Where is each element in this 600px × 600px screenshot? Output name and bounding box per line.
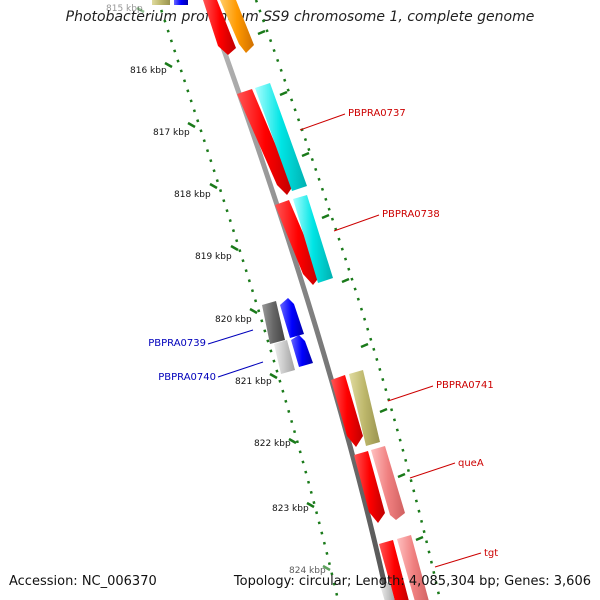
gene-callout-line xyxy=(217,361,264,378)
ruler-outer-tick xyxy=(257,29,266,36)
ruler-tick-label: 821 kbp xyxy=(235,377,272,387)
ruler-tick-mark xyxy=(288,437,297,445)
gene-pbpra0739-gray[interactable] xyxy=(262,301,285,344)
gene-callout-line xyxy=(387,385,434,402)
feature-top-blue[interactable] xyxy=(174,0,188,5)
gene-pbpra0740-blue[interactable] xyxy=(291,335,313,367)
gene-callout-line xyxy=(409,462,456,479)
gene-label[interactable]: PBPRA0741 xyxy=(436,380,494,391)
gene-callouts: PBPRA0737 PBPRA0738 PBPRA0739 PBPRA0740 PBPR… xyxy=(148,108,498,568)
ruler-ticks: 815 kbp 816 kbp 817 kbp 818 kbp 819 kbp 820 k… xyxy=(106,4,424,576)
gene-tgt-red[interactable] xyxy=(379,540,410,600)
gene-pbpra0741-olive[interactable] xyxy=(349,370,380,446)
feature-top-olive[interactable] xyxy=(152,0,170,5)
ruler-inner xyxy=(156,0,340,600)
ruler-tick-mark xyxy=(164,61,173,69)
ruler-tick-label: 815 kbp xyxy=(106,4,143,14)
gene-label[interactable]: PBPRA0739 xyxy=(148,338,206,349)
gene-pbpra0739-blue[interactable] xyxy=(280,298,304,338)
gene-callout-line xyxy=(434,552,482,568)
ruler-tick-mark xyxy=(187,121,196,129)
genome-summary-text: Topology: circular; Length: 4,085,304 bp… xyxy=(233,574,591,589)
ruler-outer-tick xyxy=(360,342,369,349)
ruler-tick-label: 820 kbp xyxy=(215,315,252,325)
gene-pbpra0741-red[interactable] xyxy=(331,375,363,447)
gene-callout-line xyxy=(299,113,346,131)
accession-text: Accession: NC_006370 xyxy=(9,574,157,589)
ruler-tick-mark xyxy=(136,6,145,14)
gene-label[interactable]: tgt xyxy=(484,548,498,559)
ruler-tick-mark xyxy=(230,244,239,252)
ruler-tick-label: 823 kbp xyxy=(272,504,309,514)
gene-quea-pink[interactable] xyxy=(371,446,405,520)
ruler-tick-mark xyxy=(249,307,258,315)
gene-pbpra0738-cyan[interactable] xyxy=(293,195,333,283)
ruler-tick-mark xyxy=(306,501,315,509)
ruler-outer-tick xyxy=(397,472,406,479)
ruler-tick-mark xyxy=(269,372,278,380)
gene-tgt-pink[interactable] xyxy=(397,535,430,600)
gene-pbpra0740-gray[interactable] xyxy=(274,340,295,374)
ruler-tick-label: 816 kbp xyxy=(130,66,167,76)
feature-bottom-gray[interactable] xyxy=(380,582,396,600)
gene-pbpra0737-cyan[interactable] xyxy=(255,83,307,191)
ruler-tick-label: 824 kbp xyxy=(289,566,326,576)
feature-top-red[interactable] xyxy=(203,0,236,55)
ruler-tick-label: 817 kbp xyxy=(153,128,190,138)
gene-pbpra0738-red[interactable] xyxy=(275,200,321,285)
ruler-outer-tick xyxy=(279,90,288,97)
ruler-outer-tick xyxy=(301,151,310,158)
ruler-tick-label: 819 kbp xyxy=(195,252,232,262)
gene-label[interactable]: PBPRA0738 xyxy=(382,209,440,220)
gene-pbpra0737-red[interactable] xyxy=(237,89,293,195)
ruler-outer-tick xyxy=(379,407,388,414)
ruler-tick-label: 818 kbp xyxy=(174,190,211,200)
ruler-outer-tick xyxy=(415,535,424,542)
gene-label[interactable]: PBPRA0740 xyxy=(158,372,216,383)
ruler-outer-tick xyxy=(341,277,350,284)
ruler-tick-label: 822 kbp xyxy=(254,439,291,449)
gene-label[interactable]: PBPRA0737 xyxy=(348,108,406,119)
gene-callout-line xyxy=(333,214,380,232)
gene-quea-red[interactable] xyxy=(354,451,385,523)
gene-label[interactable]: queA xyxy=(458,458,484,469)
feature-top-orange[interactable] xyxy=(220,0,254,53)
ruler-tick-mark xyxy=(322,564,331,572)
gene-callout-line xyxy=(207,329,254,345)
ruler-outer-tick xyxy=(321,213,330,220)
ruler-tick-mark xyxy=(209,182,218,190)
map-title: Photobacterium profundum SS9 chromosome … xyxy=(65,9,535,25)
chromosome-backbone xyxy=(203,0,391,600)
